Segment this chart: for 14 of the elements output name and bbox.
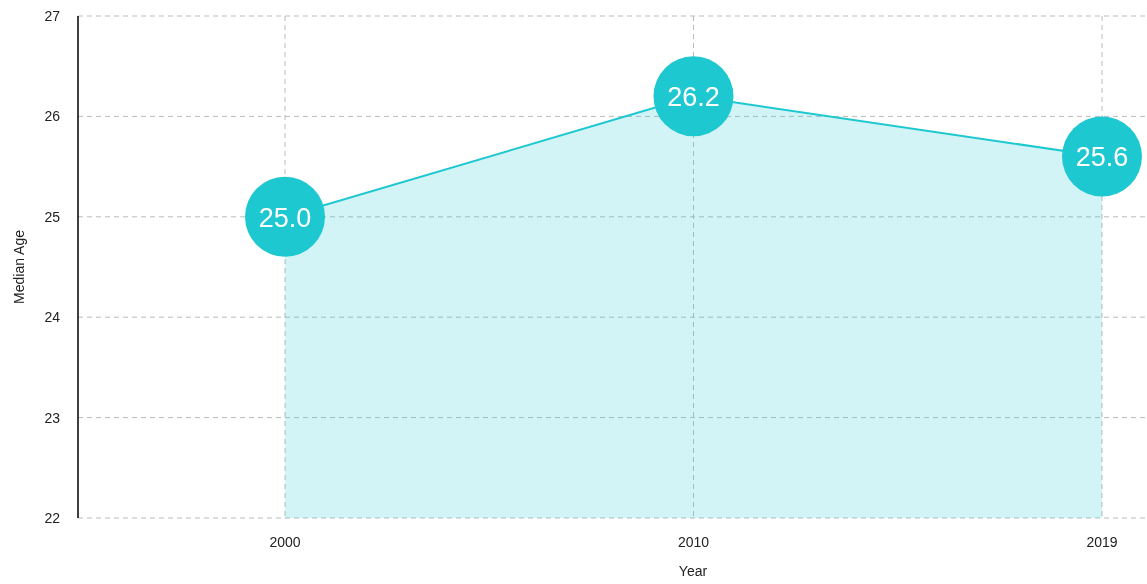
x-axis-title: Year xyxy=(678,563,708,579)
y-axis-title: Median Age xyxy=(11,229,27,304)
y-tick-label: 23 xyxy=(44,409,61,426)
x-tick-label: 2000 xyxy=(269,533,301,550)
data-label: 26.2 xyxy=(667,82,720,113)
x-tick-label: 2010 xyxy=(677,533,710,550)
y-tick-label: 22 xyxy=(44,509,61,526)
data-label: 25.6 xyxy=(1075,142,1129,173)
y-tick-label: 26 xyxy=(44,108,61,125)
data-label: 25.0 xyxy=(258,202,312,233)
y-tick-label: 25 xyxy=(44,208,61,225)
y-tick-label: 24 xyxy=(44,309,61,326)
y-tick-label: 27 xyxy=(44,7,61,24)
x-tick-label: 2019 xyxy=(1086,533,1118,550)
